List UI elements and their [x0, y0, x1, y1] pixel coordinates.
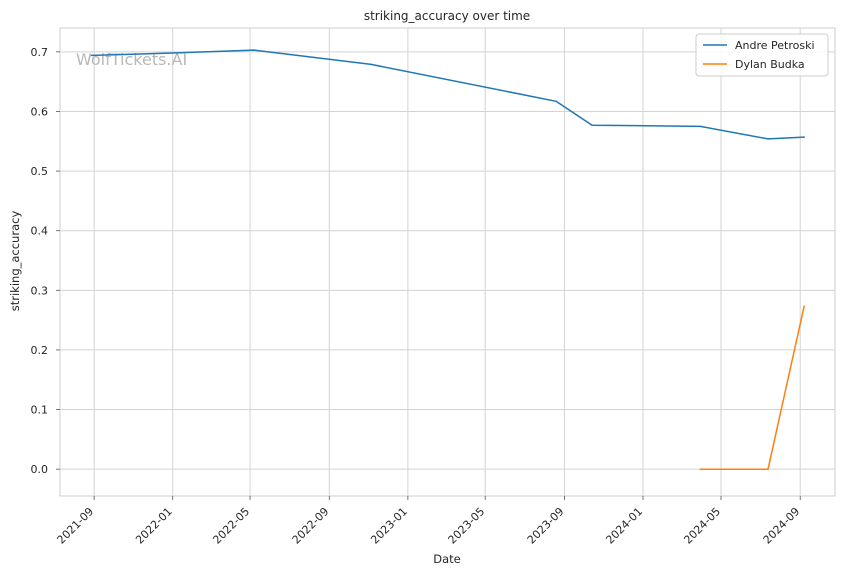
data-point-andre-petroski — [370, 63, 373, 66]
y-axis-title: striking_accuracy — [8, 211, 22, 312]
data-point-andre-petroski — [699, 125, 702, 128]
y-tick-label: 0.3 — [31, 284, 49, 297]
legend-label-andre-petroski: Andre Petroski — [735, 39, 815, 52]
data-point-andre-petroski — [90, 54, 93, 57]
data-point-andre-petroski — [171, 52, 174, 54]
y-axis: 0.0 0.1 0.2 0.3 0.4 0.5 0.6 0.7 — [31, 46, 60, 476]
data-point-andre-petroski — [767, 138, 769, 140]
legend: Andre Petroski Dylan Budka — [695, 33, 829, 77]
y-tick-label: 0.4 — [31, 225, 49, 238]
y-tick-label: 0.7 — [31, 46, 49, 59]
chart-title: striking_accuracy over time — [364, 9, 530, 23]
data-point-dylan-budka — [699, 468, 702, 471]
y-tick-label: 0.2 — [31, 344, 49, 357]
plot-area — [59, 27, 836, 497]
data-point-andre-petroski — [591, 124, 593, 126]
y-tick-label: 0.0 — [31, 463, 49, 476]
data-point-dylan-budka — [767, 468, 769, 471]
series-layer — [90, 49, 805, 471]
data-point-andre-petroski — [803, 136, 805, 138]
data-point-andre-petroski — [253, 49, 255, 51]
y-tick-label: 0.5 — [31, 165, 49, 178]
legend-box — [695, 33, 829, 77]
data-point-dylan-budka — [803, 305, 805, 308]
y-tick-label: 0.6 — [31, 105, 49, 118]
y-tick-label: 0.1 — [31, 404, 49, 417]
data-point-andre-petroski — [555, 100, 557, 103]
x-axis-title: Date — [433, 552, 461, 566]
legend-label-dylan-budka: Dylan Budka — [735, 58, 805, 71]
